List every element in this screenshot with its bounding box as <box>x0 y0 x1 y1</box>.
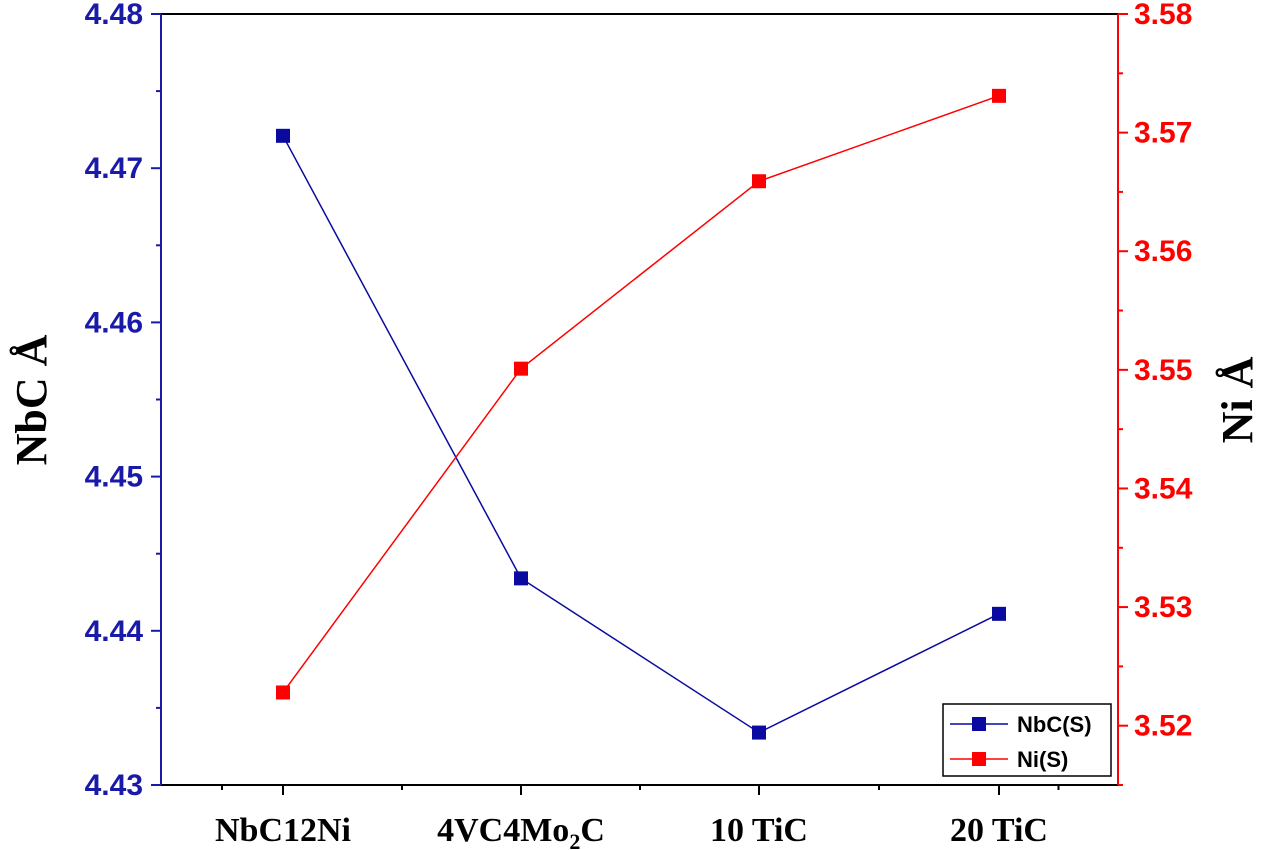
legend-label: Ni(S) <box>1017 747 1068 772</box>
data-point-ni <box>514 361 528 376</box>
x-tick-label-subscript: 2 <box>569 829 580 850</box>
right-tick-label: 3.54 <box>1134 472 1193 505</box>
x-tick-label: 20 TiC <box>950 812 1048 849</box>
left-tick-label: 4.43 <box>85 769 143 802</box>
x-tick-label: 10 TiC <box>710 812 808 849</box>
left-tick-label: 4.48 <box>85 0 143 31</box>
left-tick-label: 4.47 <box>85 152 143 185</box>
data-point-nbc <box>514 571 528 586</box>
series-line-nbc <box>282 135 1000 734</box>
legend-marker <box>972 752 986 766</box>
right-axis-title: Ni Å <box>1213 356 1262 443</box>
series-line-ni <box>282 95 1000 693</box>
right-tick-label: 3.57 <box>1134 117 1192 150</box>
right-tick-label: 3.58 <box>1134 0 1192 31</box>
left-tick-label: 4.46 <box>85 306 143 339</box>
left-axis-title: NbC Å <box>7 334 56 465</box>
x-tick-label-tail: C <box>580 812 605 849</box>
legend-label: NbC(S) <box>1017 712 1092 737</box>
right-tick-label: 3.52 <box>1134 710 1192 743</box>
x-tick-label: 4VC4Mo2C <box>437 812 605 850</box>
legend-marker <box>972 717 986 731</box>
legend-box <box>942 703 1112 777</box>
left-tick-label: 4.45 <box>85 461 143 494</box>
right-tick-label: 3.53 <box>1134 591 1192 624</box>
right-tick-label: 3.56 <box>1134 235 1192 268</box>
x-tick-label: NbC12Ni <box>215 812 351 849</box>
data-point-ni <box>752 174 766 189</box>
data-point-nbc <box>276 128 290 143</box>
data-point-nbc <box>992 606 1006 621</box>
data-point-nbc <box>752 725 766 740</box>
data-point-ni <box>276 685 290 700</box>
left-tick-label: 4.44 <box>85 615 144 648</box>
right-tick-label: 3.55 <box>1134 354 1192 387</box>
data-point-ni <box>992 88 1006 103</box>
x-tick-label-main: 4VC4Mo <box>437 812 569 849</box>
